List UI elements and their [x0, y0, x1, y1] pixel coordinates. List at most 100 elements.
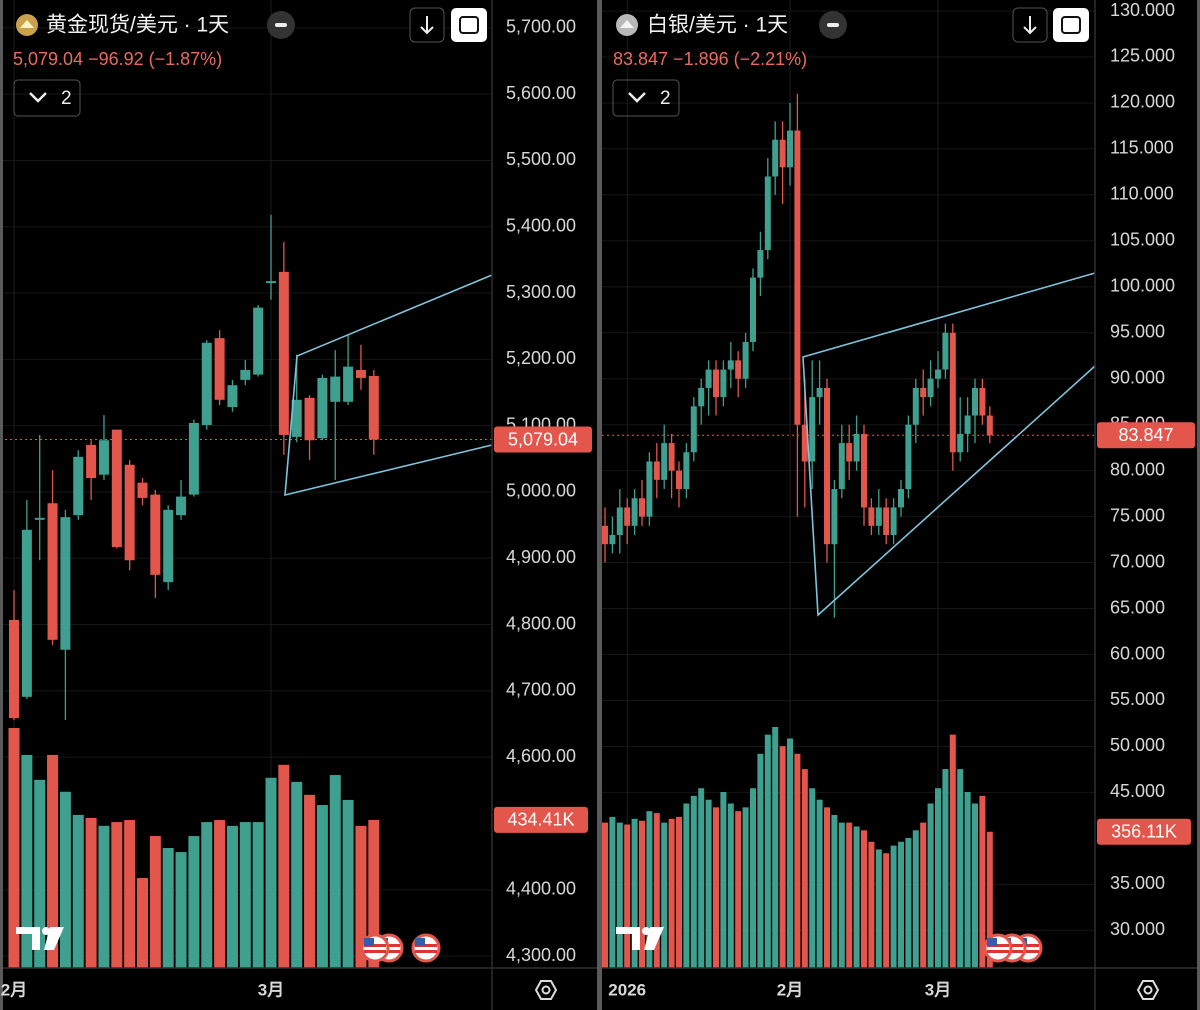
candle-body [9, 619, 19, 719]
event-flag[interactable] [411, 933, 441, 963]
y-tick-label: 105.000 [1110, 230, 1175, 250]
candle-body [949, 332, 956, 453]
volume-bar [772, 727, 779, 968]
candle-body [905, 424, 912, 490]
volume-bar [935, 788, 941, 968]
volume-bar [291, 781, 303, 968]
candle-body [214, 338, 225, 400]
y-tick-label: 125.000 [1110, 46, 1175, 66]
candle-body [661, 443, 668, 480]
volume-bar [188, 836, 200, 968]
last-volume-box [1097, 818, 1191, 845]
x-tick-label: 2026 [608, 980, 646, 999]
settings-button[interactable] [1136, 980, 1160, 1000]
candle-body [124, 464, 135, 561]
candle-body [150, 494, 161, 575]
chevron [29, 92, 47, 103]
volume-bar [278, 764, 290, 968]
volume-bar [214, 820, 226, 968]
candle-body [683, 452, 690, 490]
y-tick-label: 4,800.00 [506, 613, 576, 633]
download-glyph [420, 16, 434, 35]
volume-bar [972, 803, 978, 968]
x-tick-label: 2月 [1, 980, 27, 999]
candle-body [317, 377, 328, 439]
volume-bar [868, 841, 875, 968]
candle-body [253, 307, 264, 375]
candle-body [355, 369, 366, 378]
volume-bar [735, 811, 742, 968]
event-flag[interactable] [983, 933, 1013, 963]
y-tick-label: 4,900.00 [506, 547, 576, 567]
volume-bar [616, 822, 623, 968]
candle-body [86, 444, 97, 479]
volume-bar [265, 777, 277, 968]
volume-bar [661, 822, 668, 968]
candle-body [176, 496, 187, 516]
candle-body [972, 387, 978, 416]
plot-gold [0, 214, 492, 968]
volume-bar [683, 803, 690, 968]
candle-body [927, 378, 934, 398]
candle-body [979, 387, 986, 416]
panel-edge [0, 0, 3, 1010]
fullscreen-button[interactable] [1053, 8, 1089, 42]
download-glyph [1023, 16, 1037, 35]
candle-body [875, 507, 882, 526]
y-tick-label: 4,700.00 [506, 680, 576, 700]
y-tick-label: 5,400.00 [506, 216, 576, 236]
volume-bar [609, 816, 616, 968]
volume-bar [787, 738, 793, 968]
volume-bar [72, 814, 84, 968]
volume-bar [226, 825, 238, 968]
settings-button[interactable] [534, 980, 558, 1000]
volume-bar [816, 799, 823, 968]
candle-body [809, 397, 816, 462]
volume-bar [883, 853, 890, 968]
candle-body [742, 341, 749, 379]
y-tick-label: 5,000.00 [506, 481, 576, 501]
volume-bar [861, 830, 867, 968]
event-flag[interactable] [360, 933, 390, 963]
candle-body [890, 507, 897, 536]
candle-body [986, 415, 993, 436]
trend-drawings [284, 272, 1096, 617]
y-tick-label: 95.000 [1110, 322, 1165, 342]
last-price-label: 5,079.04 [508, 429, 578, 449]
candle-body [772, 139, 779, 177]
tv-logo [16, 927, 64, 950]
symbol-icon-glyph [20, 20, 34, 28]
candle-body [291, 399, 302, 437]
y-tick-label: 80.000 [1110, 459, 1165, 479]
candle-body [964, 415, 971, 434]
volume-bar [368, 819, 380, 968]
candle-body [163, 509, 174, 583]
candle-body [883, 507, 890, 536]
volume-bar [639, 820, 645, 968]
volume-bar [801, 769, 808, 968]
panel-separator [597, 0, 602, 1010]
volume-bar [21, 754, 33, 968]
volume-bar [853, 826, 860, 968]
indicator-toggle[interactable] [612, 79, 680, 117]
candle-body [853, 433, 860, 462]
candle-body [727, 360, 734, 370]
chevron [628, 92, 646, 103]
volume-bar [342, 799, 354, 968]
last-volume-label: 356.11K [1111, 822, 1177, 842]
candle-body [278, 271, 289, 435]
y-tick-label: 45.000 [1110, 781, 1165, 801]
candle-body [816, 387, 823, 398]
symbol-icon-glyph [620, 20, 634, 28]
candle-body [794, 130, 801, 425]
volume-bar [927, 803, 934, 968]
fullscreen-button[interactable] [451, 8, 487, 42]
candle-body [668, 443, 675, 471]
volume-bar [846, 822, 853, 968]
candle-body [920, 387, 927, 398]
indicator-toggle[interactable] [13, 79, 81, 117]
collapse-glyph [827, 23, 839, 27]
x-tick-label: 2月 [777, 980, 803, 999]
event-flags [360, 933, 1043, 963]
